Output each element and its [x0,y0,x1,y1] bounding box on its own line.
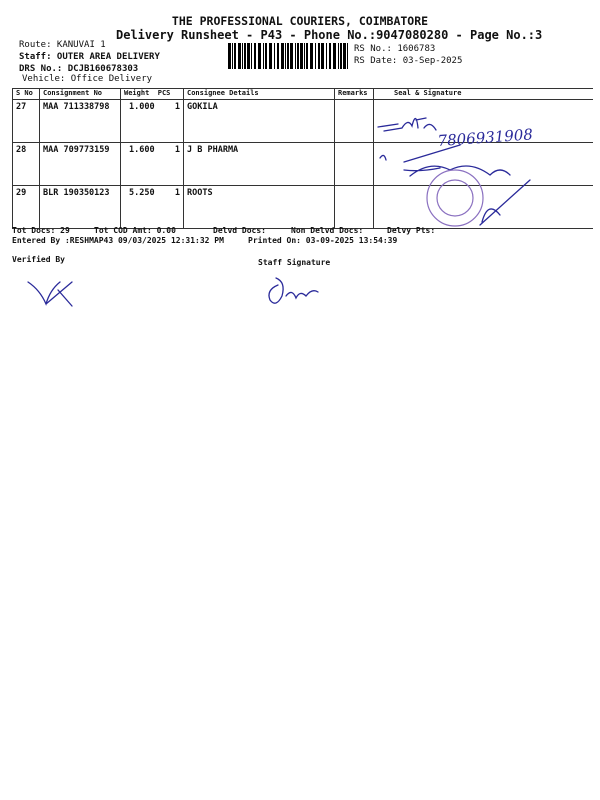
rs-number: RS No.: 1606783 [354,44,436,54]
barcode [228,43,350,69]
verified-by-label: Verified By [12,255,65,264]
non-delivered-docs: Non Delvd Docs: [291,226,364,235]
pcs: 1 [174,145,180,155]
consignee: ROOTS [183,185,335,229]
printed-on: Printed On: 03-09-2025 13:54:39 [248,236,398,245]
delivery-points: Delvy Pts: [387,226,436,235]
total-docs: Tot Docs: 29 [12,226,70,235]
rs-date: RS Date: 03-Sep-2025 [354,56,463,66]
vehicle: Vehicle: Office Delivery [22,74,153,84]
weight: 5.250 [129,188,155,198]
consignment-no: BLR 190350123 [39,185,121,229]
route: Route: KANUVAI 1 [19,40,106,50]
consignment-no: MAA 711338798 [39,99,121,143]
remarks [334,99,374,143]
entered-by: Entered By :RESHMAP43 09/03/2025 12:31:3… [12,236,224,245]
staff-signature-label: Staff Signature [258,258,331,267]
staff: Staff: OUTER AREA DELIVERY [19,52,160,62]
signature-jbpharma [379,144,511,177]
drs-number: DRS No.: DCJB160678303 [19,64,139,74]
pcs: 1 [174,102,180,112]
roots-stamp [426,169,484,227]
table-row: 27 MAA 711338798 1.000 1 GOKILA [12,99,593,143]
col-pcs: PCS [157,89,171,97]
weight: 1.600 [129,145,155,155]
runsheet-subtitle: Delivery Runsheet - P43 - Phone No.:9047… [116,28,543,42]
seal-signature-cell [373,99,593,143]
remarks [334,185,374,229]
signature-gokila [377,117,437,132]
handwritten-phone: 7806931908 [437,125,533,150]
pcs: 1 [174,188,180,198]
staff-signature [268,277,319,304]
consignment-no: MAA 709773159 [39,142,121,186]
signature-roots [479,179,531,226]
col-weight: Weight [124,89,150,97]
verified-by-signature [27,281,73,307]
total-cod: Tot COD Amt: 0.00 [94,226,176,235]
weight: 1.000 [129,102,155,112]
company-title: THE PROFESSIONAL COURIERS, COIMBATORE [171,14,429,28]
runsheet-table: S No Consignment No Weight PCS Consignee… [12,88,593,229]
consignee: J B PHARMA [183,142,335,186]
delivered-docs: Delvd Docs: [213,226,266,235]
weight-pcs: 5.250 1 [120,185,184,229]
